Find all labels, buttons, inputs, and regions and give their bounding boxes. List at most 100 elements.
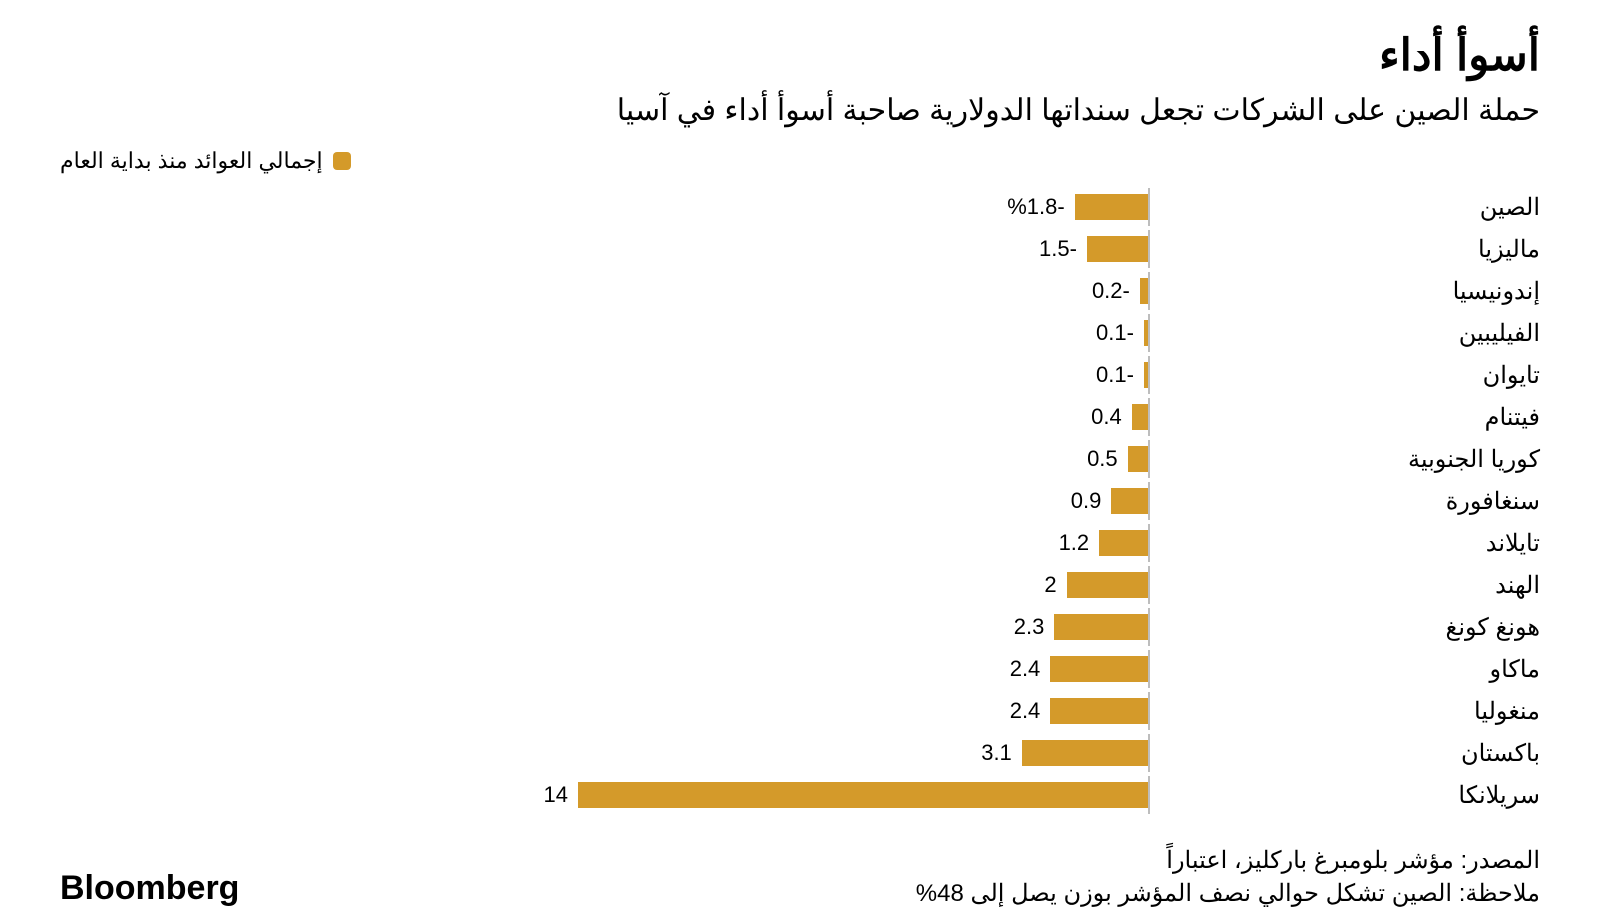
- chart-row: سريلانكا 14: [60, 776, 1540, 814]
- value-label: 2.4: [1000, 698, 1051, 724]
- chart-row: الفيليبين0.1-: [60, 314, 1540, 352]
- country-label: ماليزيا: [1150, 235, 1540, 264]
- bar: [1067, 572, 1148, 598]
- chart-row: ماليزيا 1.5-: [60, 230, 1540, 268]
- bar: [1050, 656, 1148, 682]
- bar: [1144, 320, 1148, 346]
- bar-zone: 1.5-: [88, 230, 1148, 268]
- chart-row: تايوان0.1-: [60, 356, 1540, 394]
- chart-row: كوريا الجنوبية 0.5: [60, 440, 1540, 478]
- chart-row: هونغ كونغ 2.3: [60, 608, 1540, 646]
- zero-axis: [1148, 272, 1150, 310]
- country-label: إندونيسيا: [1150, 277, 1540, 306]
- bar: [1022, 740, 1148, 766]
- bar-chart: الصين %1.8- ماليزيا 1.5- إندونيسيا 0.2- الفيلي…: [60, 188, 1540, 814]
- value-label: 14: [534, 782, 578, 808]
- zero-axis: [1148, 314, 1150, 352]
- zero-axis: [1148, 356, 1150, 394]
- zero-axis: [1148, 608, 1150, 646]
- country-label: تايلاند: [1150, 529, 1540, 558]
- value-label: 0.4: [1081, 404, 1132, 430]
- value-label: 0.9: [1061, 488, 1112, 514]
- zero-axis: [1148, 440, 1150, 478]
- bar: [1054, 614, 1148, 640]
- value-label: 3.1: [971, 740, 1022, 766]
- bar: [1075, 194, 1148, 220]
- chart-container: أسوأ أداء حملة الصين على الشركات تجعل سن…: [0, 0, 1600, 900]
- bar-zone: 0.2-: [88, 272, 1148, 310]
- value-label: 2: [1034, 572, 1066, 598]
- page-subtitle: حملة الصين على الشركات تجعل سنداتها الدو…: [60, 93, 1540, 128]
- value-label: 0.1-: [1086, 362, 1144, 388]
- bar: [578, 782, 1148, 808]
- chart-row: الصين %1.8-: [60, 188, 1540, 226]
- zero-axis: [1148, 650, 1150, 688]
- bar: [1087, 236, 1148, 262]
- value-label: 2.4: [1000, 656, 1051, 682]
- bar-zone: 0.4: [88, 398, 1148, 436]
- zero-axis: [1148, 230, 1150, 268]
- bar: [1140, 278, 1148, 304]
- bar-zone: 0.5: [88, 440, 1148, 478]
- chart-row: ماكاو 2.4: [60, 650, 1540, 688]
- value-label: 0.2-: [1082, 278, 1140, 304]
- value-label: 2.3: [1004, 614, 1055, 640]
- chart-row: سنغافورة 0.9: [60, 482, 1540, 520]
- zero-axis: [1148, 566, 1150, 604]
- brand-logo: Bloomberg: [60, 869, 239, 908]
- bar-zone: 0.1-: [88, 356, 1148, 394]
- zero-axis: [1148, 776, 1150, 814]
- country-label: الهند: [1150, 571, 1540, 600]
- zero-axis: [1148, 482, 1150, 520]
- country-label: فيتنام: [1150, 403, 1540, 432]
- chart-row: منغوليا 2.4: [60, 692, 1540, 730]
- chart-row: الهند 2: [60, 566, 1540, 604]
- bar-zone: 3.1: [88, 734, 1148, 772]
- legend: إجمالي العوائد منذ بداية العام: [60, 148, 1540, 174]
- bar-zone: 0.1-: [88, 314, 1148, 352]
- country-label: سريلانكا: [1150, 781, 1540, 810]
- footer-text: المصدر: مؤشر بلومبرغ باركليز، اعتباراً م…: [916, 842, 1540, 908]
- bar: [1128, 446, 1148, 472]
- country-label: ماكاو: [1150, 655, 1540, 684]
- value-label: 0.1-: [1086, 320, 1144, 346]
- country-label: باكستان: [1150, 739, 1540, 768]
- bar: [1144, 362, 1148, 388]
- bar-zone: 14: [88, 776, 1148, 814]
- zero-axis: [1148, 398, 1150, 436]
- bar-zone: 2.4: [88, 650, 1148, 688]
- country-label: الصين: [1150, 193, 1540, 222]
- chart-row: تايلاند 1.2: [60, 524, 1540, 562]
- zero-axis: [1148, 524, 1150, 562]
- bar-zone: 2: [88, 566, 1148, 604]
- zero-axis: [1148, 734, 1150, 772]
- country-label: كوريا الجنوبية: [1150, 445, 1540, 474]
- note-text: ملاحظة: الصين تشكل حوالي نصف المؤشر بوزن…: [916, 879, 1540, 908]
- bar: [1050, 698, 1148, 724]
- value-label: 0.5: [1077, 446, 1128, 472]
- bar-zone: %1.8-: [88, 188, 1148, 226]
- bar: [1132, 404, 1148, 430]
- country-label: تايوان: [1150, 361, 1540, 390]
- bar: [1111, 488, 1148, 514]
- chart-row: فيتنام 0.4: [60, 398, 1540, 436]
- bar: [1099, 530, 1148, 556]
- country-label: منغوليا: [1150, 697, 1540, 726]
- bar-zone: 2.3: [88, 608, 1148, 646]
- legend-label: إجمالي العوائد منذ بداية العام: [60, 148, 323, 174]
- bar-zone: 2.4: [88, 692, 1148, 730]
- value-label: %1.8-: [997, 194, 1074, 220]
- bar-zone: 0.9: [88, 482, 1148, 520]
- footer: المصدر: مؤشر بلومبرغ باركليز، اعتباراً م…: [60, 842, 1540, 908]
- country-label: الفيليبين: [1150, 319, 1540, 348]
- value-label: 1.5-: [1029, 236, 1087, 262]
- value-label: 1.2: [1049, 530, 1100, 556]
- bar-zone: 1.2: [88, 524, 1148, 562]
- zero-axis: [1148, 188, 1150, 226]
- chart-row: إندونيسيا 0.2-: [60, 272, 1540, 310]
- country-label: هونغ كونغ: [1150, 613, 1540, 642]
- page-title: أسوأ أداء: [60, 30, 1540, 81]
- country-label: سنغافورة: [1150, 487, 1540, 516]
- chart-row: باكستان 3.1: [60, 734, 1540, 772]
- legend-swatch: [333, 152, 351, 170]
